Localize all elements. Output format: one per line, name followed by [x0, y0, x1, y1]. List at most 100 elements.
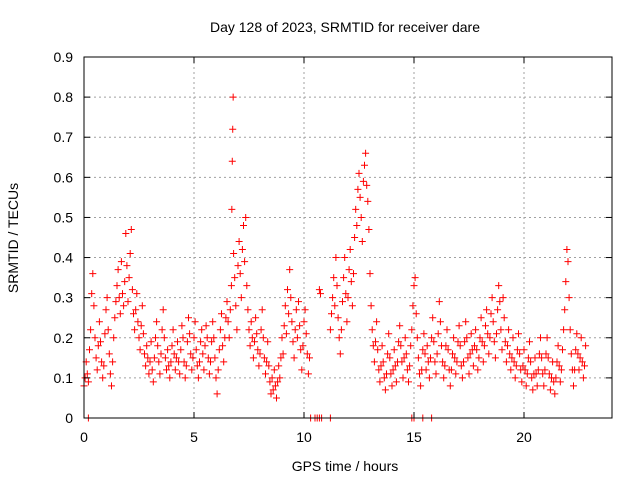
data-points: [80, 93, 590, 422]
data-point: [215, 346, 223, 354]
data-point: [150, 354, 158, 362]
data-point: [125, 274, 133, 282]
data-point: [290, 354, 298, 362]
data-point: [559, 346, 566, 354]
y-tick-label: 0.5: [54, 209, 74, 225]
data-point: [148, 366, 156, 374]
data-point: [384, 350, 392, 358]
data-point: [453, 358, 461, 366]
data-point: [112, 298, 120, 306]
data-point: [265, 362, 273, 370]
data-point: [242, 213, 250, 221]
data-point: [479, 358, 487, 366]
data-point: [142, 362, 150, 370]
data-point: [461, 338, 469, 346]
data-point: [91, 334, 99, 342]
data-point: [132, 306, 140, 314]
data-point: [159, 306, 167, 314]
data-point: [110, 334, 118, 342]
data-point: [494, 306, 502, 314]
data-point: [253, 330, 261, 338]
data-point: [498, 346, 506, 354]
data-point: [177, 346, 185, 354]
data-point: [228, 205, 236, 213]
data-point: [126, 250, 134, 258]
data-point: [504, 342, 511, 350]
data-point: [275, 362, 283, 370]
data-point: [510, 358, 518, 366]
data-point: [397, 342, 405, 350]
data-point: [92, 354, 100, 362]
data-point: [552, 374, 560, 382]
data-point: [483, 306, 491, 314]
data-point: [187, 350, 195, 358]
data-point: [465, 370, 473, 378]
data-point: [249, 354, 257, 362]
data-point: [575, 366, 583, 374]
data-point: [146, 358, 154, 366]
data-point: [576, 354, 584, 362]
data-point: [124, 298, 132, 306]
data-point: [301, 306, 309, 314]
data-point: [478, 338, 486, 346]
x-tick-label: 15: [406, 429, 422, 445]
data-point: [472, 326, 480, 334]
data-point: [420, 330, 428, 338]
data-point: [102, 306, 110, 314]
data-point: [326, 326, 334, 334]
data-point: [257, 326, 265, 334]
data-point: [94, 342, 102, 350]
data-point: [97, 338, 104, 346]
data-point: [163, 366, 170, 374]
data-point: [363, 181, 371, 189]
data-point: [276, 374, 284, 382]
data-point: [505, 326, 513, 334]
data-point: [281, 302, 289, 310]
data-point: [228, 157, 236, 165]
data-point: [491, 354, 499, 362]
data-point: [333, 282, 341, 290]
data-point: [373, 318, 381, 326]
data-point: [185, 314, 192, 322]
data-point: [317, 290, 324, 298]
data-point: [302, 330, 310, 338]
data-point: [203, 334, 211, 342]
data-point: [488, 294, 496, 302]
data-point: [181, 374, 189, 382]
data-point: [196, 358, 203, 366]
data-point: [581, 362, 588, 370]
data-point: [537, 334, 544, 342]
data-point: [297, 346, 305, 354]
data-point: [447, 366, 455, 374]
data-point: [543, 334, 551, 342]
data-point: [410, 282, 418, 290]
data-point: [268, 374, 276, 382]
data-point: [201, 342, 209, 350]
data-point: [105, 350, 113, 358]
x-axis-label: GPS time / hours: [292, 458, 399, 474]
data-point: [364, 197, 372, 205]
data-point: [147, 338, 155, 346]
data-point: [456, 342, 464, 350]
data-point: [532, 370, 540, 378]
data-point: [329, 294, 337, 302]
data-point: [344, 294, 352, 302]
plot-frame: [83, 56, 613, 419]
data-point: [198, 326, 206, 334]
data-point: [577, 334, 585, 342]
data-point: [190, 334, 198, 342]
data-point: [348, 302, 356, 310]
data-point: [391, 362, 399, 370]
data-point: [229, 125, 237, 133]
data-point: [166, 374, 174, 382]
data-point: [127, 225, 135, 233]
data-point: [234, 262, 242, 270]
data-point: [153, 318, 161, 326]
data-point: [330, 274, 338, 282]
data-point: [565, 294, 573, 302]
data-point: [540, 382, 548, 390]
data-point: [521, 366, 529, 374]
data-point: [496, 298, 504, 306]
data-point: [266, 378, 274, 386]
data-point: [273, 394, 280, 402]
